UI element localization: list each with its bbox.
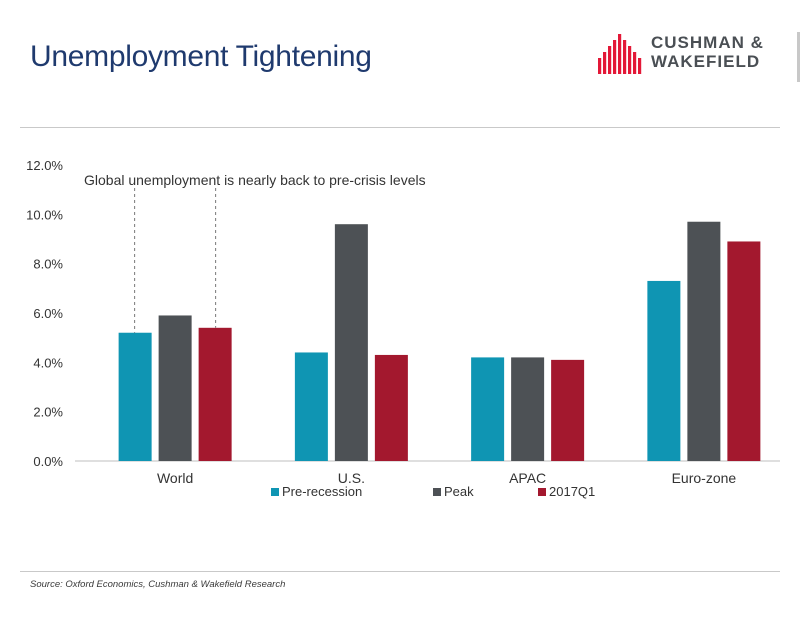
bar [334, 224, 368, 461]
bar [647, 280, 681, 461]
bar [294, 352, 328, 461]
bar [687, 221, 721, 461]
legend-swatch [271, 488, 279, 496]
bar [511, 357, 545, 461]
y-tick-label: 6.0% [33, 306, 63, 321]
logo-line-1: CUSHMAN & [651, 33, 764, 52]
bar [374, 354, 408, 461]
page-title: Unemployment Tightening [30, 40, 372, 73]
bar [118, 332, 152, 461]
bar [551, 359, 585, 461]
legend-swatch [538, 488, 546, 496]
legend-swatch [433, 488, 441, 496]
bar [198, 327, 232, 461]
legend-label: Peak [444, 484, 474, 499]
x-tick-label: U.S. [338, 470, 365, 486]
bar-chart: 0.0% 2.0% 4.0% 6.0% 8.0% 10.0% 12.0% World U.S. A… [26, 158, 780, 499]
legend-label: 2017Q1 [549, 484, 595, 499]
y-tick-label: 4.0% [33, 355, 63, 370]
bar [727, 241, 761, 461]
company-logo: CUSHMAN & WAKEFIELD [596, 30, 786, 74]
y-tick-label: 12.0% [26, 158, 63, 173]
legend-label: Pre-recession [282, 484, 362, 499]
footer-divider [20, 571, 780, 572]
logo-wordmark: CUSHMAN & WAKEFIELD [651, 33, 764, 71]
bar [158, 315, 192, 461]
logo-line-2: WAKEFIELD [651, 52, 761, 71]
chart-annotation: Global unemployment is nearly back to pr… [84, 172, 426, 188]
edge-mark [797, 32, 800, 82]
y-tick-label: 8.0% [33, 257, 63, 272]
x-tick-label: Euro-zone [672, 470, 737, 486]
bar [471, 357, 505, 461]
x-tick-label: World [157, 470, 193, 486]
logo-mark-icon [598, 34, 642, 74]
x-tick-label: APAC [509, 470, 546, 486]
source-note: Source: Oxford Economics, Cushman & Wake… [30, 579, 286, 590]
header-divider [20, 127, 780, 128]
y-tick-label: 2.0% [33, 405, 63, 420]
y-tick-label: 10.0% [26, 207, 63, 222]
y-tick-label: 0.0% [33, 454, 63, 469]
